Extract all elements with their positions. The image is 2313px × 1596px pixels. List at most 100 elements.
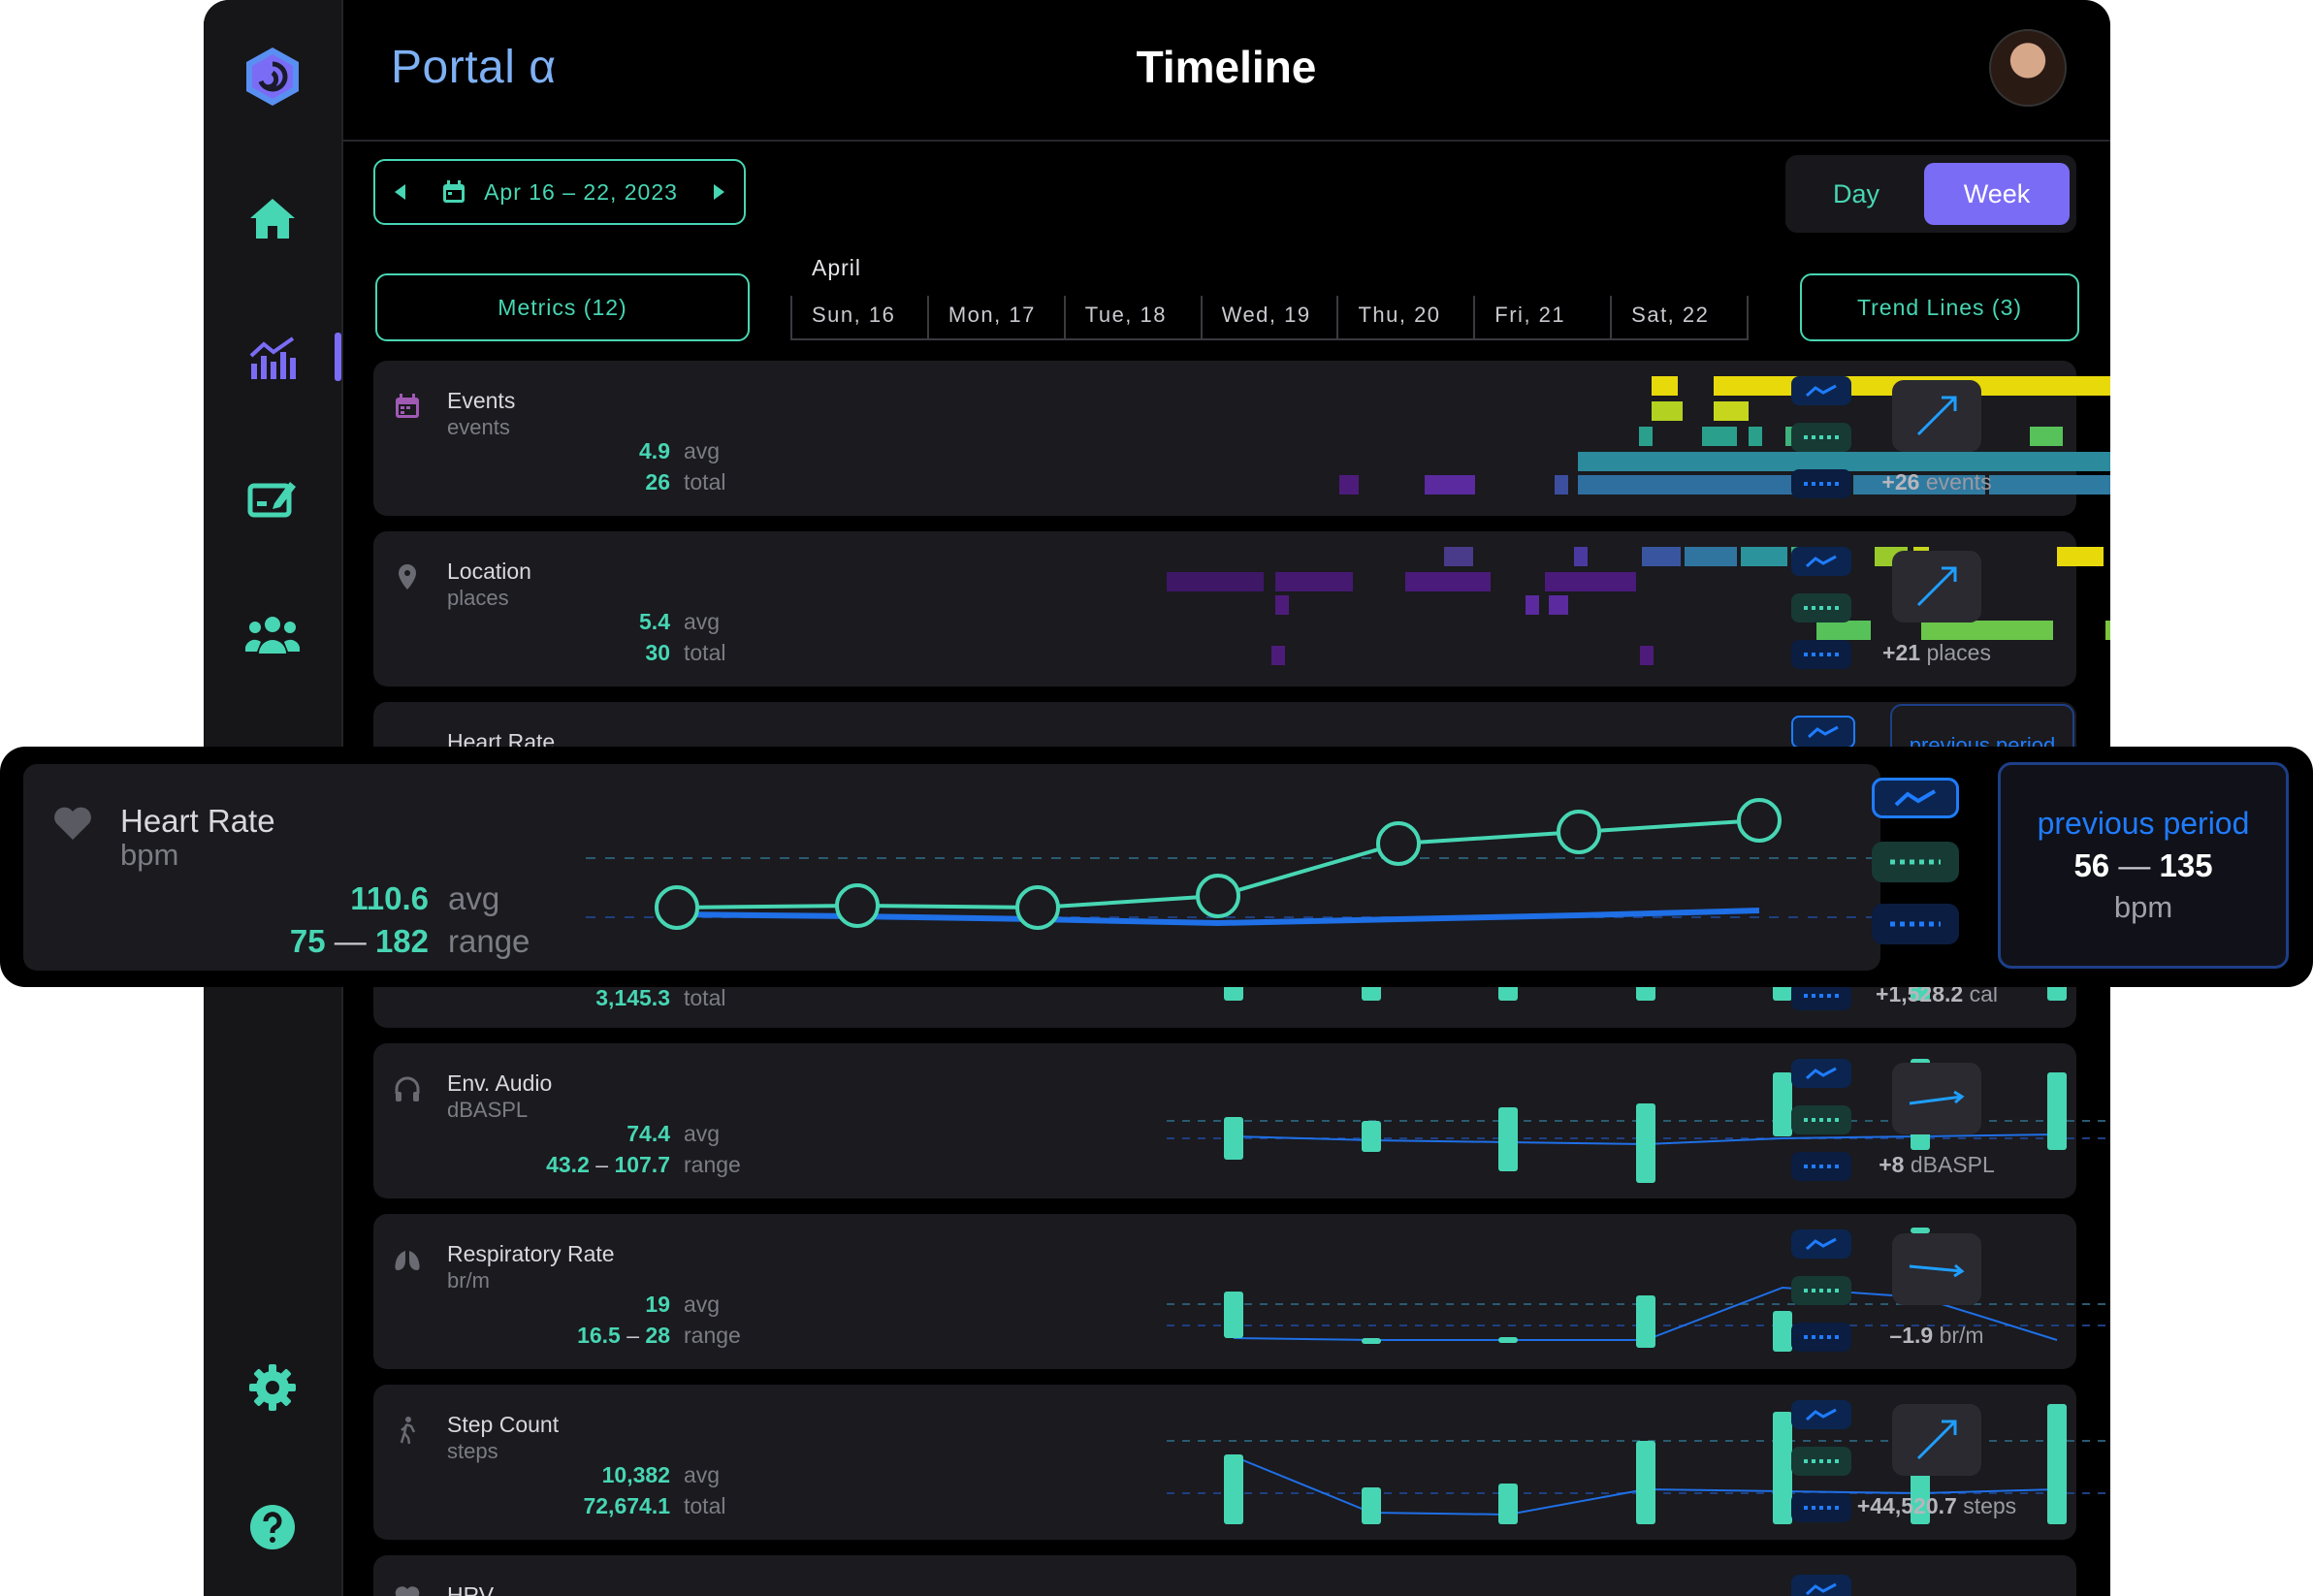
env-audio-chart xyxy=(1167,1059,2110,1183)
main-content: Portal α Timeline Apr 16 – 22, 2023 Day … xyxy=(342,0,2110,1596)
data-point[interactable] xyxy=(1557,810,1601,854)
avg-line-toggle[interactable] xyxy=(1791,1105,1851,1134)
trend-change: +21 places xyxy=(1882,640,1991,665)
avg-line-toggle[interactable] xyxy=(1791,423,1851,452)
total-label: total xyxy=(684,985,726,1010)
day-columns: Sun, 16 Mon, 17 Tue, 18 Wed, 19 Thu, 20 … xyxy=(790,296,1750,340)
range-line-toggle[interactable] xyxy=(1791,1323,1851,1352)
trend-change: +26 events xyxy=(1881,469,1992,495)
trend-line-toggle[interactable] xyxy=(1791,547,1851,576)
metric-unit: br/m xyxy=(447,1268,490,1293)
metric-unit: dBASPL xyxy=(447,1098,529,1122)
date-range-picker[interactable]: Apr 16 – 22, 2023 xyxy=(373,159,746,225)
total-value: 72,674.1 xyxy=(583,1493,670,1518)
day-view-button[interactable]: Day xyxy=(1832,178,1879,208)
data-point[interactable] xyxy=(1376,821,1421,866)
avg-line-toggle[interactable] xyxy=(1791,1276,1851,1305)
home-icon[interactable] xyxy=(241,186,305,250)
metric-row-location[interactable]: Location places 5.4 avg 30 total +21 place… xyxy=(373,531,2110,686)
data-point[interactable] xyxy=(655,885,699,930)
range-line-toggle[interactable] xyxy=(1791,1152,1851,1181)
heart-rate-chart xyxy=(586,798,1876,930)
trend-line-toggle[interactable] xyxy=(1791,1575,1851,1596)
trend-arrow-icon xyxy=(1892,1233,1981,1305)
metric-label: Location xyxy=(447,559,531,584)
metric-row-hrv[interactable]: HRV xyxy=(373,1555,2076,1596)
metric-label: Step Count xyxy=(447,1412,560,1437)
trend-line-toggle[interactable] xyxy=(1791,1059,1851,1088)
heart-rate-zoom-overlay: Heart Rate bpm 110.6 avg 75 — 182 range xyxy=(0,747,2313,987)
step-count-chart xyxy=(1167,1404,2110,1524)
avg-value: 74.4 xyxy=(626,1121,670,1146)
calendar-icon xyxy=(443,180,466,203)
prev-week-icon[interactable] xyxy=(395,184,405,200)
metric-row-step-count[interactable]: Step Count steps 10,382 avg 72,674.1 total… xyxy=(373,1385,2110,1540)
trend-line-toggle[interactable] xyxy=(1791,1229,1851,1259)
range-separator: – xyxy=(595,1152,609,1177)
metric-stats: 74.4 avg 43.2 – 107.7 range xyxy=(470,1121,742,1189)
day-label: Fri, 21 xyxy=(1473,296,1610,338)
metrics-button[interactable]: Metrics (12) xyxy=(375,273,750,341)
range-max: 28 xyxy=(645,1323,670,1348)
avg-label: avg xyxy=(684,609,721,634)
trend-change: +8 dBASPL xyxy=(1879,1152,1995,1177)
metric-row-heart-rate[interactable]: Heart Rate bpm 110.6 avg 75 — 182 range xyxy=(23,764,1880,971)
metric-row-respiratory-rate[interactable]: Respiratory Rate br/m 19 avg 16.5 – 28 ran… xyxy=(373,1214,2110,1369)
metric-stats: 4.9 avg 26 total xyxy=(470,438,742,506)
avatar[interactable] xyxy=(1989,29,2067,107)
avg-value: 110.6 xyxy=(350,880,429,916)
week-view-button[interactable]: Week xyxy=(1924,163,2070,225)
metric-label: HRV xyxy=(447,1582,495,1596)
next-week-icon[interactable] xyxy=(714,184,724,200)
trend-line-toggle[interactable] xyxy=(1791,376,1851,405)
avg-label: avg xyxy=(684,1462,721,1487)
metric-stats: 110.6 avg 75 — 182 range xyxy=(120,880,537,970)
lungs-icon xyxy=(395,1251,420,1270)
respiratory-chart xyxy=(1167,1228,2110,1352)
heart-icon xyxy=(395,1586,420,1596)
data-point[interactable] xyxy=(1737,798,1782,843)
avg-label: avg xyxy=(448,880,500,916)
avg-value: 19 xyxy=(645,1292,670,1317)
data-point[interactable] xyxy=(1015,885,1060,930)
range-line-toggle[interactable] xyxy=(1791,1493,1851,1522)
avg-line-toggle[interactable] xyxy=(1872,842,1959,882)
range-line-toggle[interactable] xyxy=(1791,640,1851,669)
metric-row-events[interactable]: Events events 4.9 avg 26 total +26 events xyxy=(373,361,2110,516)
total-label: total xyxy=(684,1493,726,1518)
avg-label: avg xyxy=(684,438,721,463)
avg-value: 10,382 xyxy=(601,1462,670,1487)
trend-lines-button[interactable]: Trend Lines (3) xyxy=(1800,273,2079,341)
group-icon[interactable] xyxy=(241,603,305,667)
total-value: 3,145.3 xyxy=(595,985,670,1010)
logo-icon[interactable] xyxy=(241,45,305,109)
data-point[interactable] xyxy=(835,883,880,928)
edit-icon[interactable] xyxy=(241,465,305,529)
day-label: Mon, 17 xyxy=(926,296,1064,338)
walking-icon xyxy=(400,1417,416,1445)
total-label: total xyxy=(684,469,726,495)
avg-line-toggle[interactable] xyxy=(1791,1447,1851,1476)
avg-line-toggle[interactable] xyxy=(1791,593,1851,622)
trend-line-toggle[interactable] xyxy=(1791,1400,1851,1429)
avg-label: avg xyxy=(684,1121,721,1146)
metric-stats: 19 avg 16.5 – 28 range xyxy=(470,1292,742,1359)
active-indicator xyxy=(335,333,341,381)
calendar-icon xyxy=(396,394,419,418)
avg-label: avg xyxy=(684,1292,721,1317)
trend-line-toggle[interactable] xyxy=(1872,778,1959,818)
range-line-toggle[interactable] xyxy=(1791,469,1851,498)
chart-icon[interactable] xyxy=(241,326,305,390)
range-min: 16.5 xyxy=(577,1323,621,1348)
heart-icon xyxy=(54,807,91,840)
data-point[interactable] xyxy=(1196,874,1240,918)
help-icon[interactable] xyxy=(241,1495,305,1559)
range-label: range xyxy=(684,1152,741,1177)
trend-arrow-icon xyxy=(1892,1404,1981,1476)
previous-period-unit: bpm xyxy=(2113,890,2173,924)
metric-row-env-audio[interactable]: Env. Audio dBASPL 74.4 avg 43.2 – 107.7 ra… xyxy=(373,1043,2110,1198)
range-line-toggle[interactable] xyxy=(1872,904,1959,944)
metric-label: Respiratory Rate xyxy=(447,1241,615,1266)
gear-icon[interactable] xyxy=(241,1356,305,1420)
trend-line-toggle[interactable] xyxy=(1791,716,1855,749)
